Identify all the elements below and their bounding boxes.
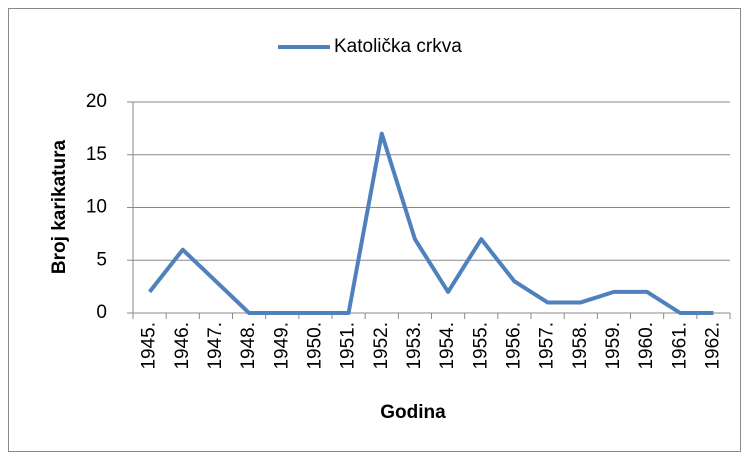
x-tick-label: 1945.	[139, 322, 160, 370]
x-tick-label: 1961.	[669, 322, 690, 370]
x-tick-label: 1947.	[205, 322, 226, 370]
x-axis-title: Godina	[380, 402, 446, 423]
series-line	[148, 131, 714, 315]
y-tick-label: 20	[86, 91, 107, 112]
y-tick-label: 10	[86, 197, 107, 218]
chart-frame	[8, 8, 741, 452]
x-tick-label: 1946.	[172, 322, 193, 370]
x-tick-label: 1949.	[271, 322, 292, 370]
y-axis-title: Broj karikatura	[49, 140, 70, 275]
x-tick-label: 1958.	[570, 322, 591, 370]
x-tick-label: 1962.	[702, 322, 723, 370]
x-tick-label: 1959.	[603, 322, 624, 370]
x-tick-label: 1956.	[503, 322, 524, 370]
x-tick-label: 1952.	[371, 322, 392, 370]
y-tick-label: 5	[96, 249, 107, 270]
x-tick-label: 1953.	[404, 322, 425, 370]
y-tick-label: 15	[86, 144, 107, 165]
x-tick-label: 1960.	[636, 322, 657, 370]
x-tick-label: 1955.	[470, 322, 491, 370]
x-tick-label: 1957.	[537, 322, 558, 370]
x-tick-label: 1950.	[304, 322, 325, 370]
x-tick-label: 1948.	[238, 322, 259, 370]
legend-label: Katolička crkva	[334, 36, 462, 57]
y-tick-label: 0	[96, 302, 107, 323]
x-tick-label: 1951.	[338, 322, 359, 370]
x-tick-label: 1954.	[437, 322, 458, 370]
